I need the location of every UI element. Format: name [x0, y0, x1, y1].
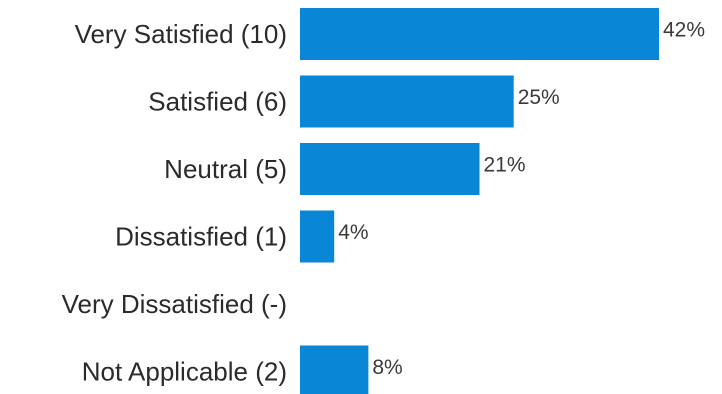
bar [300, 75, 514, 128]
value-label: 25% [518, 86, 560, 109]
value-label: 21% [484, 154, 526, 177]
bar [300, 143, 480, 195]
value-label: 8% [372, 356, 402, 379]
category-label: Satisfied (6) [148, 87, 287, 117]
category-label: Not Applicable (2) [82, 357, 287, 387]
value-label: 4% [338, 221, 368, 244]
category-label: Very Satisfied (10) [75, 19, 287, 49]
value-label: 42% [663, 19, 705, 42]
bar [300, 8, 659, 60]
category-label: Neutral (5) [164, 154, 287, 184]
bar [300, 345, 369, 394]
category-label: Very Dissatisfied (-) [62, 289, 287, 319]
category-label: Dissatisfied (1) [115, 222, 287, 252]
bar [300, 210, 335, 263]
